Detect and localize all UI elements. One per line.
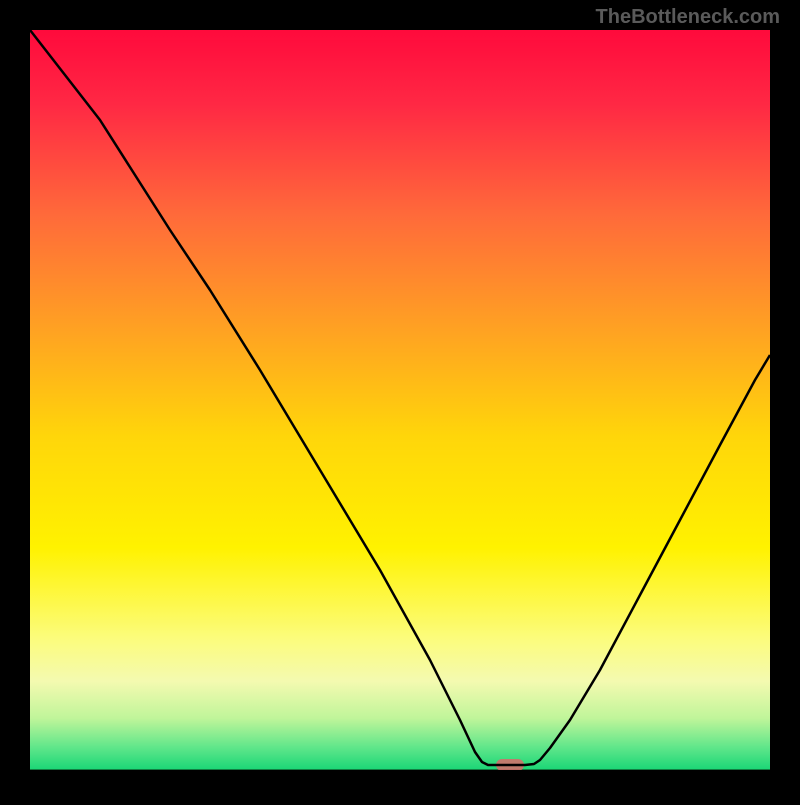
chart-svg — [0, 0, 800, 800]
watermark-text: TheBottleneck.com — [596, 6, 780, 29]
bottleneck-chart — [0, 0, 800, 800]
chart-background — [30, 30, 770, 770]
frame-right — [770, 0, 800, 800]
frame-left — [0, 0, 30, 800]
frame-bottom — [0, 770, 800, 800]
